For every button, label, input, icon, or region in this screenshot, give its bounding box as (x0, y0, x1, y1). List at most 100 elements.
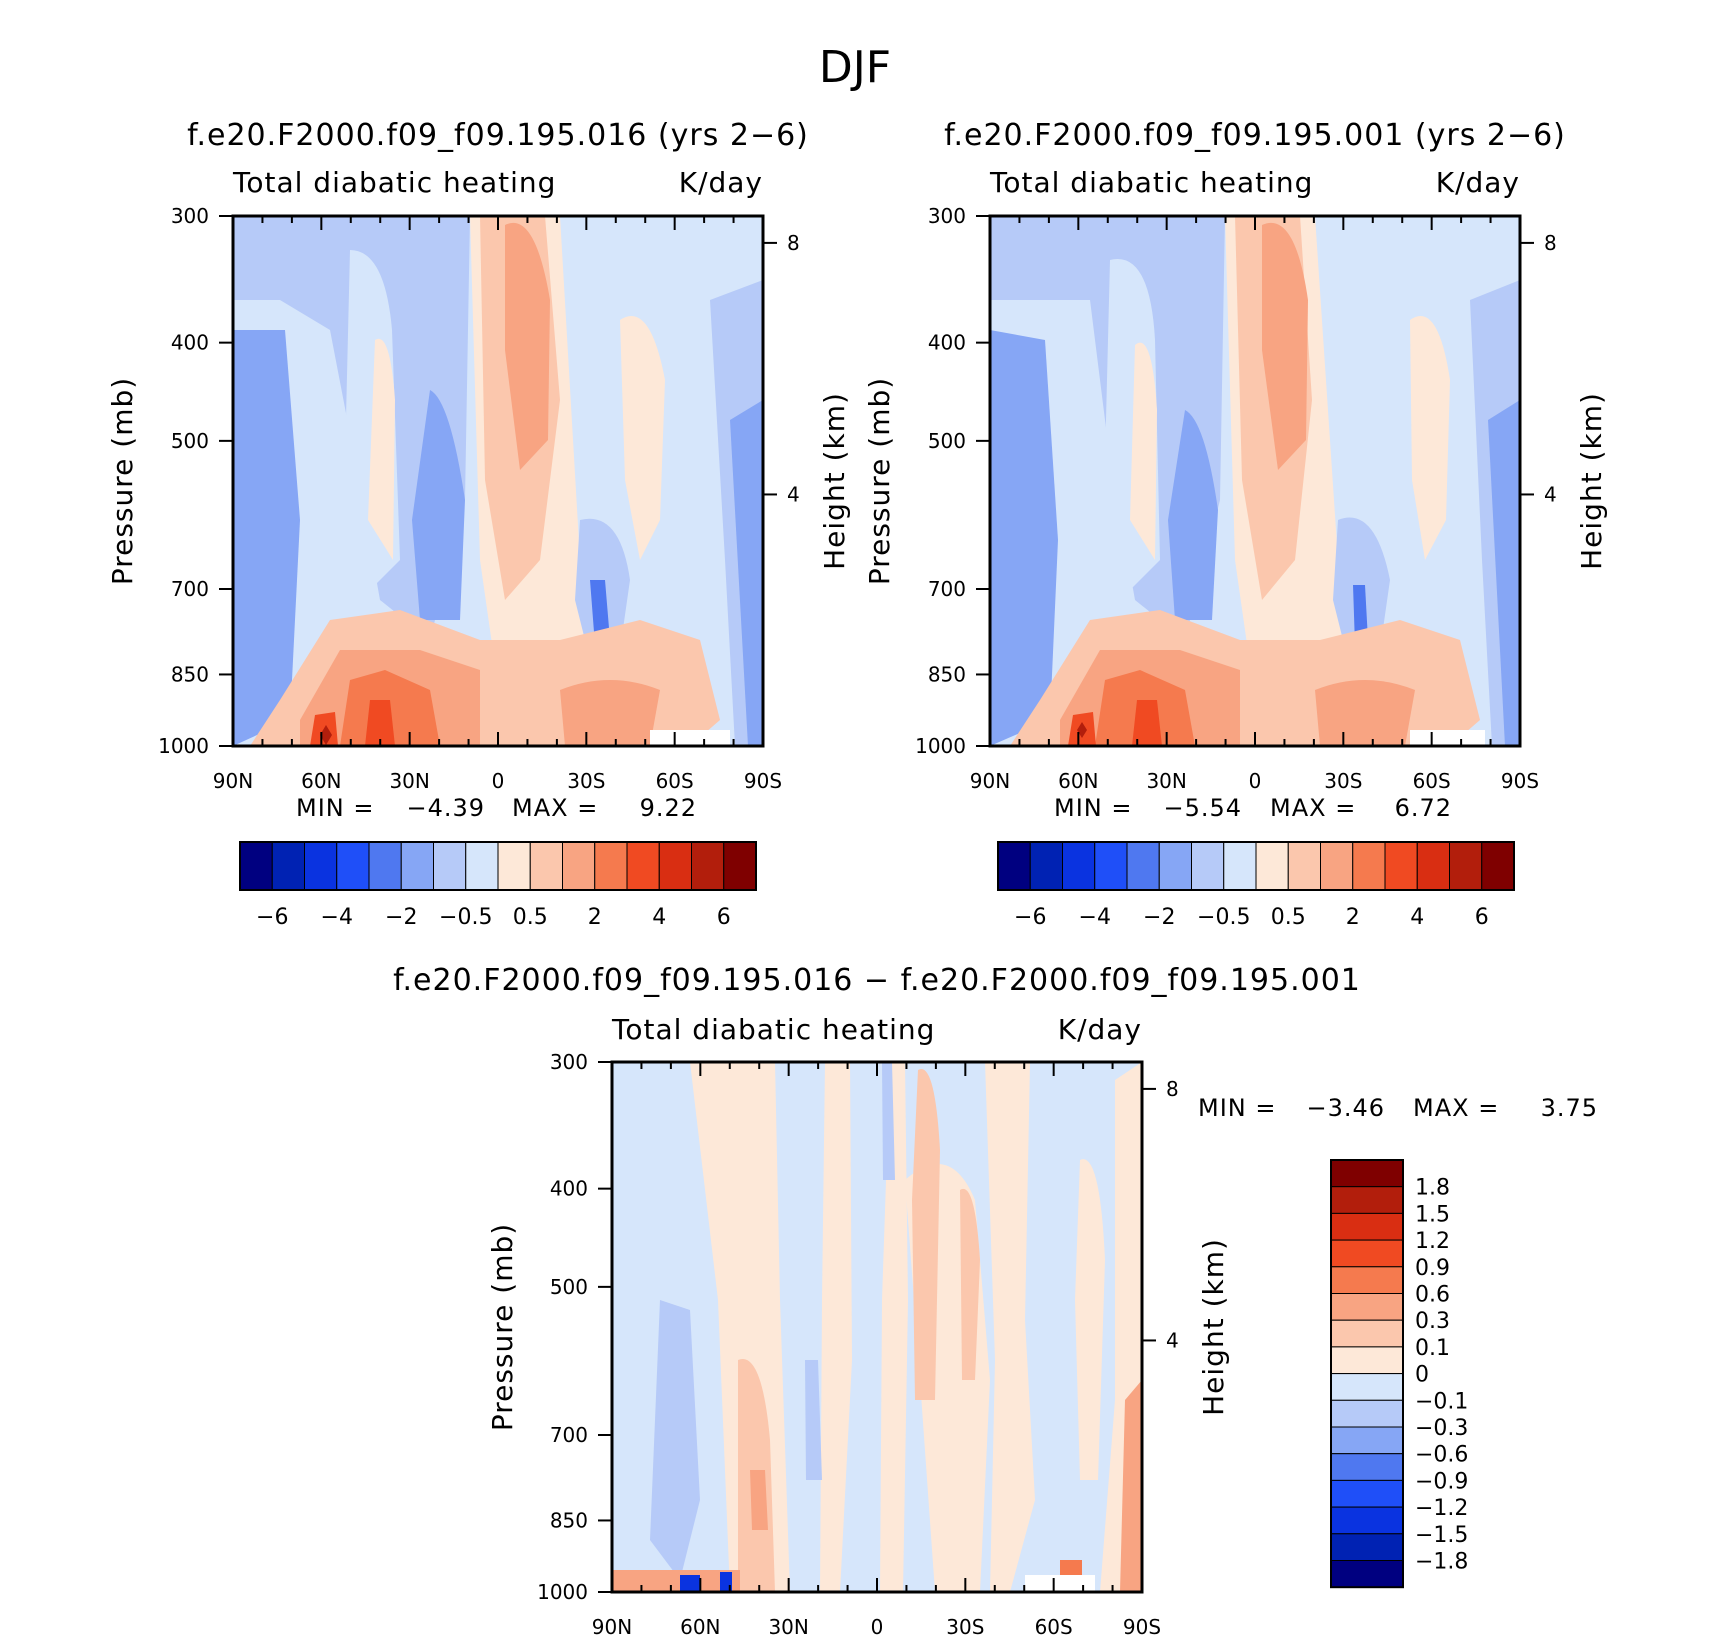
field-contour (1168, 410, 1218, 620)
panel-2-title: f.e20.F2000.f09_f09.195.001 (yrs 2−6) (944, 118, 1566, 153)
x-tick-label: 60N (1058, 769, 1098, 793)
colorbar-label: −2 (1143, 905, 1175, 930)
x-tick-label: 90S (744, 769, 782, 793)
colorbar-swatch (1330, 1239, 1404, 1268)
colorbar-label: −0.5 (1197, 905, 1250, 930)
y-tick-label: 1000 (158, 734, 209, 758)
colorbar-label: 0.5 (1271, 905, 1306, 930)
panel-3-ylabel: Pressure (mb) (486, 1223, 519, 1431)
panel-1-ylabel: Pressure (mb) (106, 377, 139, 585)
field-contour (320, 725, 332, 745)
field-contour (650, 1300, 700, 1580)
x-tick-label: 60N (680, 1615, 720, 1636)
y-tick-label: 300 (550, 1050, 588, 1074)
y2-tick-label: 8 (787, 231, 800, 255)
colorbar-swatch (1330, 1560, 1404, 1588)
field-contour (985, 1062, 1035, 1592)
field-contour (1410, 316, 1450, 560)
panel-2-min-value: −5.54 (1163, 794, 1242, 822)
y-tick-label: 400 (171, 331, 209, 355)
colorbar-swatch (433, 841, 467, 891)
panel-1: f.e20.F2000.f09_f09.195.016 (yrs 2−6) To… (106, 118, 851, 930)
field-contour (960, 1188, 980, 1380)
field-contour (365, 700, 395, 746)
colorbar-swatch (1330, 1186, 1404, 1214)
x-tick-label: 60S (1413, 769, 1451, 793)
colorbar-swatch (723, 841, 757, 891)
colorbar-swatch (1330, 1506, 1404, 1535)
panel-3-subtitle-left: Total diabatic heating (611, 1013, 935, 1046)
colorbar-label: 4 (652, 905, 666, 930)
colorbar-swatch (1416, 841, 1450, 891)
panel-3-title: f.e20.F2000.f09_f09.195.016 − f.e20.F200… (393, 963, 1361, 998)
colorbar-label: 6 (717, 905, 731, 930)
x-tick-label: 60S (1035, 1615, 1073, 1636)
field-contour (730, 400, 763, 746)
colorbar-swatch (1330, 1293, 1404, 1321)
colorbar-swatch (1330, 1159, 1404, 1188)
panel-3-field (612, 1062, 1142, 1592)
field-contour (612, 1570, 740, 1592)
field-contour (880, 1062, 908, 1592)
panel-3-y2label: Height (km) (1197, 1238, 1230, 1416)
colorbar-swatch (1191, 841, 1225, 891)
field-contour (1120, 1380, 1142, 1592)
panel-2-y2label: Height (km) (1575, 392, 1608, 570)
field-contour (233, 330, 300, 746)
x-tick-label: 90N (592, 1615, 632, 1636)
field-contour (680, 1575, 700, 1592)
x-tick-label: 30N (1146, 769, 1186, 793)
colorbar-swatch (1330, 1266, 1404, 1295)
colorbar-label: −1.5 (1415, 1523, 1468, 1548)
x-tick-label: 90S (1501, 769, 1539, 793)
x-tick-label: 90N (213, 769, 253, 793)
colorbar-swatch (1158, 841, 1192, 891)
panel-3: f.e20.F2000.f09_f09.195.016 − f.e20.F200… (393, 963, 1598, 1636)
colorbar-label: 0.3 (1415, 1309, 1450, 1334)
colorbar-swatch (1255, 841, 1289, 891)
field-contour (1077, 722, 1087, 738)
colorbar-swatch (562, 841, 596, 891)
y-tick-label: 700 (550, 1423, 588, 1447)
y-tick-label: 400 (550, 1177, 588, 1201)
x-tick-label: 30N (389, 769, 429, 793)
panel-2-max-label: MAX = (1270, 794, 1356, 822)
field-contour (1315, 680, 1415, 746)
panel-1-min-value: −4.39 (406, 794, 485, 822)
colorbar-label: −6 (1014, 905, 1046, 930)
y-tick-label: 300 (928, 204, 966, 228)
x-tick-label: 0 (1249, 769, 1262, 793)
colorbar-swatch (1330, 1453, 1404, 1481)
field-contour (820, 1062, 852, 1592)
colorbar-swatch (1330, 1212, 1404, 1241)
colorbar-swatch (1449, 841, 1483, 891)
colorbar-label: 0.1 (1415, 1336, 1450, 1361)
panel-1-field (233, 216, 763, 746)
panel-3-max-label: MAX = (1413, 1094, 1499, 1122)
colorbar-swatch (1330, 1346, 1404, 1375)
x-tick-label: 30S (567, 769, 605, 793)
x-tick-label: 0 (492, 769, 505, 793)
panel-2-ylabel: Pressure (mb) (863, 377, 896, 585)
colorbar-swatch (1384, 841, 1418, 891)
y-tick-label: 850 (550, 1508, 588, 1532)
y2-tick-label: 4 (1166, 1328, 1179, 1352)
field-contour (750, 1470, 768, 1530)
field-contour (1075, 1159, 1105, 1480)
colorbar-label: −0.3 (1415, 1416, 1468, 1441)
colorbar-swatch (1320, 841, 1354, 891)
field-missing (1410, 730, 1485, 746)
y-tick-label: 850 (171, 662, 209, 686)
colorbar-swatch (1094, 841, 1128, 891)
y-tick-label: 850 (928, 662, 966, 686)
colorbar-swatch (400, 841, 434, 891)
panel-2-field (990, 216, 1520, 746)
colorbar-swatch (304, 841, 338, 891)
field-contour (620, 316, 665, 560)
panel-1-y2label: Height (km) (818, 392, 851, 570)
field-contour (1130, 342, 1157, 560)
panel-3-max-value: 3.75 (1541, 1094, 1598, 1122)
colorbar-label: −1.2 (1415, 1496, 1468, 1521)
colorbar-swatch (1330, 1533, 1404, 1562)
colorbar-swatch (1352, 841, 1386, 891)
